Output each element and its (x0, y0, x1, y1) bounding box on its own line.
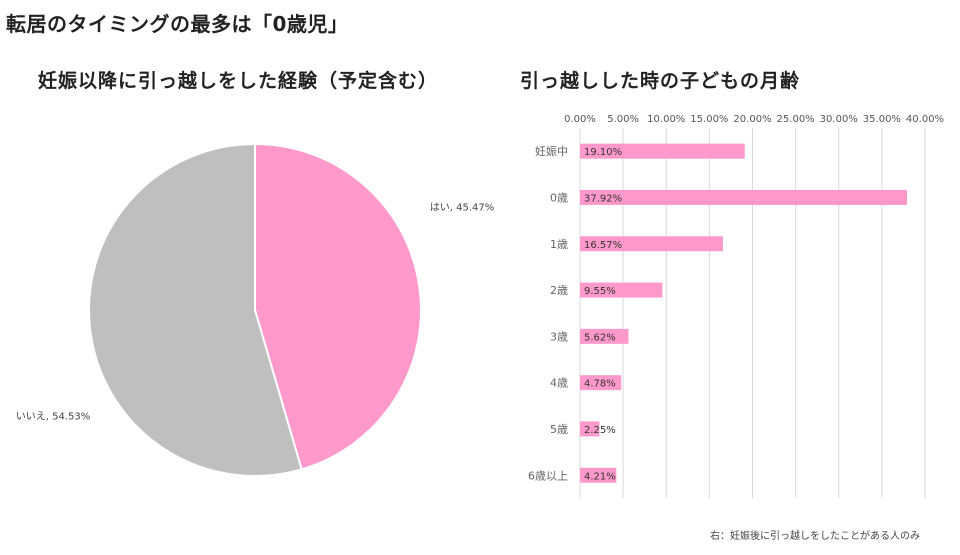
x-tick-label-0: 0.00% (564, 114, 596, 125)
bar-0 (580, 143, 745, 159)
bar-6 (580, 421, 600, 437)
pie-label-0: はい, 45.47% (430, 202, 495, 214)
value-label-4: 5.62% (584, 332, 616, 343)
pie-label-1: いいえ, 54.53% (16, 410, 91, 422)
category-label-4: 3歳 (550, 330, 568, 343)
pie-slice-1 (88, 142, 303, 477)
x-tick-label-1: 5.00% (607, 114, 639, 125)
bar-chart-title: 引っ越しした時の子どもの月齢 (520, 70, 801, 92)
value-label-3: 9.55% (584, 286, 616, 297)
bar-5 (580, 375, 622, 391)
x-tick-label-2: 10.00% (647, 114, 685, 125)
footnote: 右：妊娠後に引っ越しをしたことがある人のみ (710, 531, 920, 542)
value-label-2: 16.57% (584, 240, 622, 251)
value-label-6: 2.25% (584, 425, 616, 436)
value-label-5: 4.78% (584, 379, 616, 390)
bar-7 (580, 467, 617, 483)
value-label-7: 4.21% (584, 471, 616, 482)
bar-2 (580, 236, 723, 252)
bar-3 (580, 282, 663, 298)
value-label-1: 37.92% (584, 193, 622, 204)
bar-4 (580, 328, 629, 344)
value-label-0: 19.10% (584, 147, 622, 158)
x-tick-label-3: 15.00% (690, 114, 728, 125)
x-tick-label-6: 30.00% (820, 114, 858, 125)
bar-1 (580, 189, 908, 205)
page-title: 転居のタイミングの最多は「0歳児」 (6, 12, 349, 36)
category-label-0: 妊娠中 (535, 144, 568, 158)
pie-chart-title: 妊娠以降に引っ越しをした経験（予定含む） (38, 70, 439, 92)
category-label-5: 4歳 (550, 377, 568, 390)
x-tick-label-7: 35.00% (863, 114, 901, 125)
x-tick-label-4: 20.00% (733, 114, 771, 125)
x-tick-label-8: 40.00% (906, 114, 944, 125)
pie-slice-0 (254, 142, 422, 471)
category-label-1: 0歳 (550, 191, 568, 204)
x-tick-label-5: 25.00% (777, 114, 815, 125)
category-label-2: 1歳 (550, 238, 568, 251)
category-label-6: 5歳 (550, 423, 568, 436)
category-label-7: 6歳以上 (528, 469, 568, 482)
category-label-3: 2歳 (550, 284, 568, 297)
